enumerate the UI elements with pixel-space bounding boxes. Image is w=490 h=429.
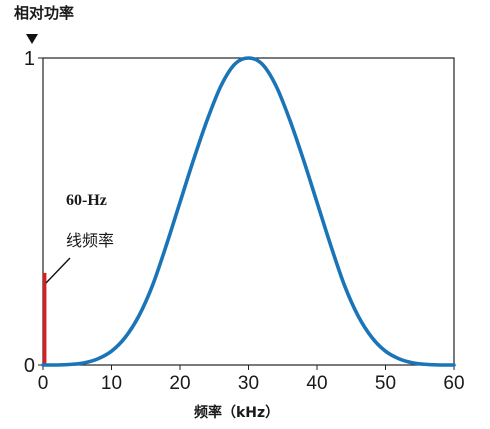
y-ticks: 01	[24, 48, 43, 377]
x-tick-label: 20	[169, 373, 190, 394]
annotation-60hz: 60-Hz	[66, 192, 107, 209]
x-tick-label: 10	[101, 373, 122, 394]
x-tick-label: 50	[375, 373, 396, 394]
plot-frame	[42, 57, 455, 366]
x-tick-label: 60	[443, 373, 464, 394]
y-tick-label: 1	[24, 48, 35, 70]
annotation-leader-line	[45, 257, 71, 284]
x-tick-label: 0	[38, 373, 49, 394]
x-tick-label: 30	[238, 373, 259, 394]
line-frequency-bar	[42, 272, 47, 365]
x-ticks: 0 10 20 30 40 50 60	[38, 365, 465, 394]
y-axis-arrow-icon	[26, 34, 38, 44]
x-axis-label: 频率（kHz）	[194, 404, 279, 421]
y-axis-label: 相对功率	[14, 4, 74, 22]
series-line-power	[41, 56, 456, 367]
annotation-line-frequency: 线频率	[66, 231, 114, 250]
x-tick-label: 40	[306, 373, 327, 394]
y-tick-label: 0	[24, 355, 35, 377]
